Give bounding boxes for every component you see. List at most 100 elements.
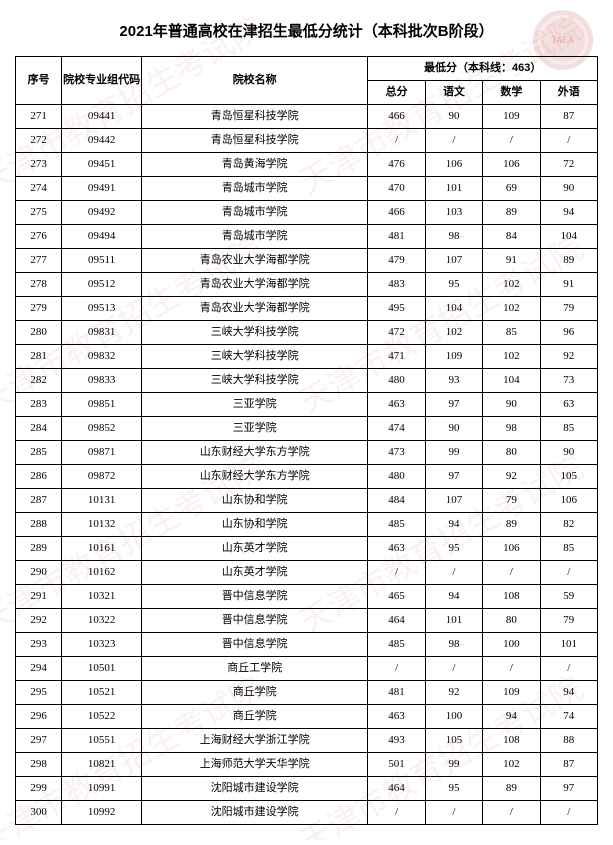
cell-code: 09872 xyxy=(62,465,142,489)
cell-seq: 299 xyxy=(16,777,62,801)
cell-name: 沈阳城市建设学院 xyxy=(142,801,368,825)
cell-ch: 100 xyxy=(425,705,482,729)
cell-code: 10323 xyxy=(62,633,142,657)
cell-code: 10501 xyxy=(62,657,142,681)
cell-ch: 107 xyxy=(425,249,482,273)
cell-ch: 94 xyxy=(425,513,482,537)
cell-name: 青岛恒星科技学院 xyxy=(142,105,368,129)
cell-ma: 106 xyxy=(483,153,540,177)
table-row: 29010162山东英才学院//// xyxy=(16,561,598,585)
cell-ch: / xyxy=(425,801,482,825)
cell-total: 484 xyxy=(368,489,425,513)
cell-seq: 277 xyxy=(16,249,62,273)
cell-ch: / xyxy=(425,129,482,153)
cell-fo: 90 xyxy=(540,177,597,201)
cell-fo: 96 xyxy=(540,321,597,345)
cell-ch: / xyxy=(425,657,482,681)
header-code: 院校专业组代码 xyxy=(62,57,142,105)
table-row: 29610522商丘学院4631009474 xyxy=(16,705,598,729)
cell-fo: 63 xyxy=(540,393,597,417)
table-row: 27509492青岛城市学院4661038994 xyxy=(16,201,598,225)
cell-code: 10821 xyxy=(62,753,142,777)
table-row: 29510521商丘学院4819210994 xyxy=(16,681,598,705)
cell-seq: 284 xyxy=(16,417,62,441)
cell-name: 商丘工学院 xyxy=(142,657,368,681)
cell-seq: 285 xyxy=(16,441,62,465)
cell-total: 485 xyxy=(368,633,425,657)
cell-code: 09442 xyxy=(62,129,142,153)
cell-fo: 87 xyxy=(540,105,597,129)
cell-total: / xyxy=(368,657,425,681)
cell-code: 10321 xyxy=(62,585,142,609)
cell-ma: 92 xyxy=(483,465,540,489)
table-row: 27309451青岛黄海学院47610610672 xyxy=(16,153,598,177)
cell-name: 山东协和学院 xyxy=(142,513,368,537)
cell-name: 晋中信息学院 xyxy=(142,609,368,633)
cell-name: 上海师范大学天华学院 xyxy=(142,753,368,777)
cell-code: 09513 xyxy=(62,297,142,321)
cell-ma: 89 xyxy=(483,513,540,537)
header-name: 院校名称 xyxy=(142,57,368,105)
cell-fo: 101 xyxy=(540,633,597,657)
cell-total: 480 xyxy=(368,369,425,393)
cell-seq: 300 xyxy=(16,801,62,825)
cell-seq: 296 xyxy=(16,705,62,729)
cell-ma: 80 xyxy=(483,609,540,633)
cell-ma: 94 xyxy=(483,705,540,729)
cell-total: / xyxy=(368,561,425,585)
cell-fo: 89 xyxy=(540,249,597,273)
cell-fo: 82 xyxy=(540,513,597,537)
cell-code: 10522 xyxy=(62,705,142,729)
cell-ma: 100 xyxy=(483,633,540,657)
cell-ma: 102 xyxy=(483,273,540,297)
cell-name: 晋中信息学院 xyxy=(142,585,368,609)
header-chinese: 语文 xyxy=(425,81,482,105)
cell-fo: 94 xyxy=(540,201,597,225)
cell-ch: 102 xyxy=(425,321,482,345)
cell-fo: 91 xyxy=(540,273,597,297)
cell-ch: 95 xyxy=(425,777,482,801)
cell-ma: 102 xyxy=(483,297,540,321)
cell-name: 三亚学院 xyxy=(142,393,368,417)
cell-total: 473 xyxy=(368,441,425,465)
cell-total: 474 xyxy=(368,417,425,441)
cell-seq: 287 xyxy=(16,489,62,513)
cell-fo: / xyxy=(540,129,597,153)
cell-ch: 104 xyxy=(425,297,482,321)
cell-total: 485 xyxy=(368,513,425,537)
cell-fo: / xyxy=(540,657,597,681)
cell-name: 青岛恒星科技学院 xyxy=(142,129,368,153)
cell-code: 10521 xyxy=(62,681,142,705)
cell-ma: / xyxy=(483,657,540,681)
table-row: 28209833三峡大学科技学院4809310473 xyxy=(16,369,598,393)
table-row: 28710131山东协和学院48410779106 xyxy=(16,489,598,513)
table-row: 27609494青岛城市学院4819884104 xyxy=(16,225,598,249)
cell-ma: 80 xyxy=(483,441,540,465)
cell-seq: 273 xyxy=(16,153,62,177)
cell-seq: 275 xyxy=(16,201,62,225)
cell-ma: 69 xyxy=(483,177,540,201)
header-seq: 序号 xyxy=(16,57,62,105)
table-row: 30010992沈阳城市建设学院//// xyxy=(16,801,598,825)
cell-ma: / xyxy=(483,129,540,153)
cell-ch: / xyxy=(425,561,482,585)
cell-code: 09852 xyxy=(62,417,142,441)
table-row: 29710551上海财经大学浙江学院49310510888 xyxy=(16,729,598,753)
cell-ch: 95 xyxy=(425,537,482,561)
page-title: 2021年普通高校在津招生最低分统计（本科批次B阶段） xyxy=(15,20,598,41)
cell-seq: 286 xyxy=(16,465,62,489)
cell-code: 09441 xyxy=(62,105,142,129)
cell-name: 山东英才学院 xyxy=(142,561,368,585)
cell-ma: 89 xyxy=(483,201,540,225)
cell-name: 青岛农业大学海都学院 xyxy=(142,297,368,321)
cell-fo: 87 xyxy=(540,753,597,777)
cell-seq: 271 xyxy=(16,105,62,129)
cell-ch: 98 xyxy=(425,633,482,657)
cell-code: 10131 xyxy=(62,489,142,513)
cell-total: 470 xyxy=(368,177,425,201)
table-row: 28309851三亚学院463979063 xyxy=(16,393,598,417)
table-row: 29410501商丘工学院//// xyxy=(16,657,598,681)
cell-code: 09511 xyxy=(62,249,142,273)
cell-fo: 73 xyxy=(540,369,597,393)
cell-ch: 109 xyxy=(425,345,482,369)
